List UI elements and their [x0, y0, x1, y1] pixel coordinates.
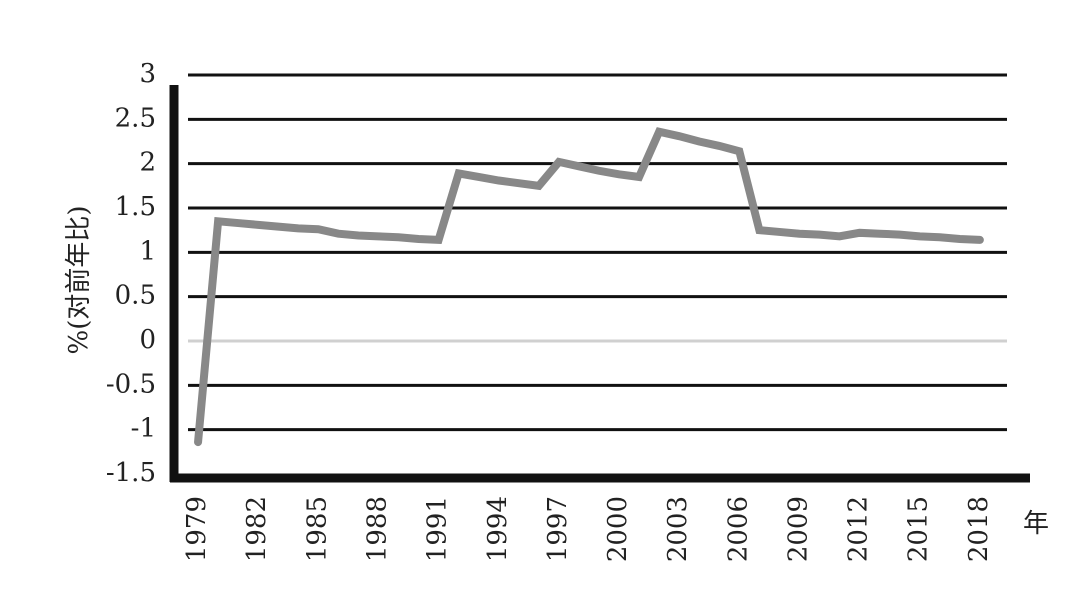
y-tick-label: 3: [139, 59, 156, 89]
y-tick-label: 2.5: [115, 103, 156, 133]
x-tick-label: 2012: [844, 496, 874, 562]
y-tick-label: -1: [131, 414, 156, 444]
y-tick-label: 2: [139, 148, 156, 178]
y-tick-label: -1.5: [106, 458, 156, 488]
x-tick-label: 1991: [423, 496, 453, 562]
x-tick-label: 1982: [242, 496, 272, 562]
y-tick-label: 1.5: [115, 192, 156, 222]
x-tick-label: 2009: [783, 496, 813, 562]
x-tick-label: 2018: [964, 496, 994, 562]
x-tick-label: 1979: [182, 496, 212, 562]
y-tick-label: -0.5: [106, 369, 156, 399]
x-tick-label: 2006: [723, 496, 753, 562]
y-tick-label: 0: [139, 325, 156, 355]
y-axis-label: %(对前年比): [64, 206, 94, 355]
x-axis-label: 年: [1023, 509, 1049, 539]
y-tick-label: 0.5: [115, 281, 156, 311]
x-tick-label: 2015: [904, 496, 934, 562]
x-tick-label: 2003: [663, 496, 693, 562]
x-tick-label: 1988: [362, 496, 392, 562]
line: [194, 127, 984, 447]
y-tick-label: 1: [139, 236, 156, 266]
x-tick-label: 1997: [543, 496, 573, 562]
x-tick-label: 1994: [483, 496, 513, 562]
x-tick-label: 1985: [302, 496, 332, 562]
x-tick-label: 2000: [603, 496, 633, 562]
